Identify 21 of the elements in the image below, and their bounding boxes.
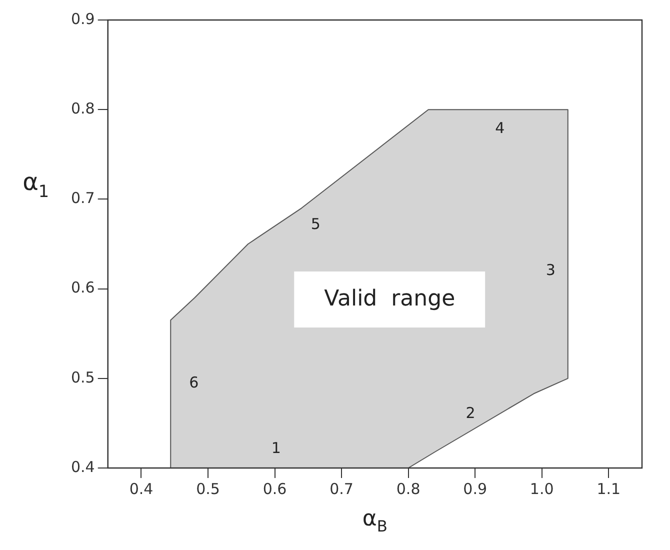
annotation: 4 [495,119,505,138]
annotation: 1 [271,439,281,458]
x-tick-label: 0.5 [196,480,220,498]
y-tick-label: 0.8 [70,99,95,118]
x-tick-label: 1.0 [530,480,554,498]
x-tick-label: 0.4 [129,480,154,498]
x-tick-label: 0.7 [330,480,354,498]
x-tick-label: 1.1 [596,480,621,498]
x-tick-label: 0.8 [396,480,420,498]
annotation: 3 [546,260,556,279]
y-tick-label: 0.9 [70,10,95,28]
y-tick-label: 0.4 [70,458,95,476]
y-tick-label: 0.6 [70,278,95,297]
y-tick-label: 0.5 [70,368,95,386]
annotation: 6 [189,374,199,392]
y-tick-label: 0.7 [70,189,95,208]
annotation: 2 [466,404,476,422]
annotation: Valid range [324,286,456,312]
annotation: 5 [310,215,320,234]
x-tick-label: 0.9 [463,480,488,498]
x-tick-label: 0.6 [262,480,287,498]
